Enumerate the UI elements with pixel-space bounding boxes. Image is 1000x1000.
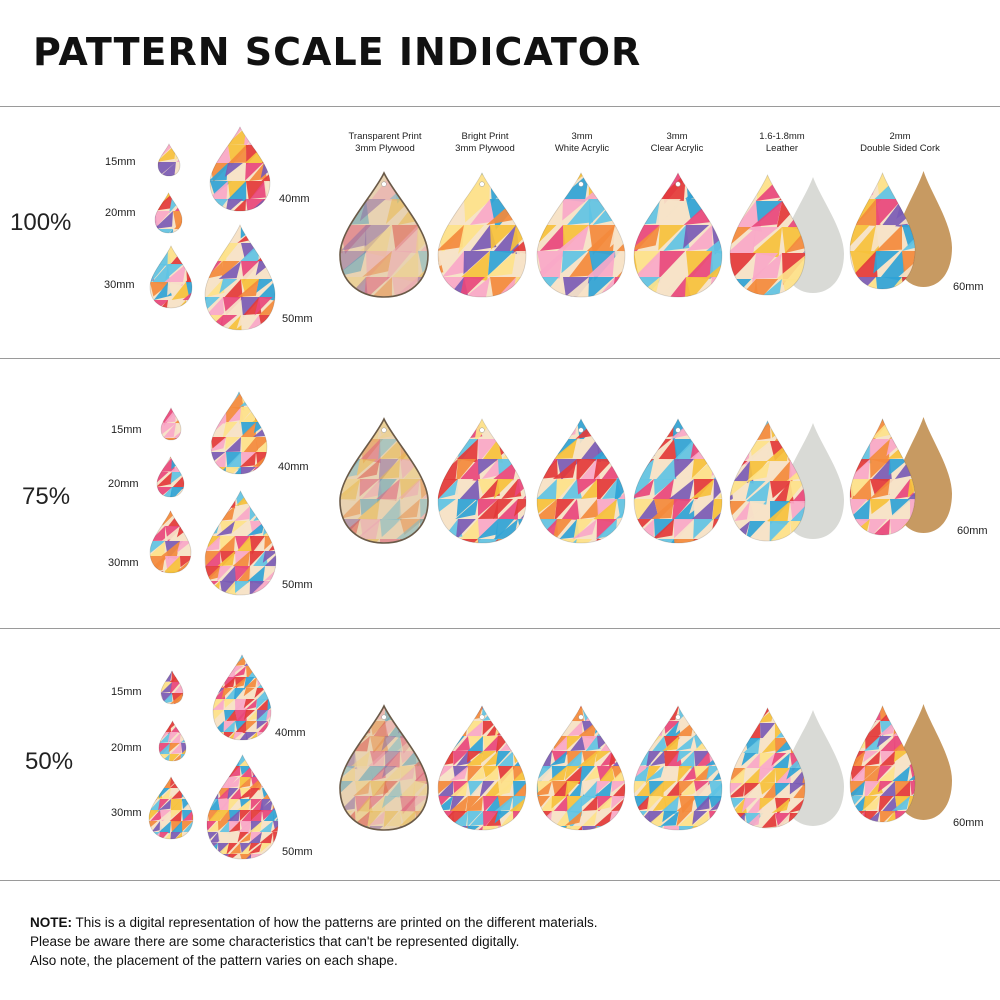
plywood-bright-drop bbox=[437, 418, 527, 544]
size-label: 40mm bbox=[275, 727, 306, 739]
plywood-transparent-drop bbox=[339, 417, 429, 544]
material-header: Bright Print 3mm Plywood bbox=[455, 131, 515, 154]
clear-acrylic-drop bbox=[633, 172, 723, 298]
size-label: 40mm bbox=[279, 193, 310, 205]
white-acrylic-drop bbox=[536, 172, 626, 298]
size-sample-drop bbox=[204, 224, 276, 331]
material-size-label: 60mm bbox=[953, 817, 984, 829]
note-line-2: Please be aware there are some character… bbox=[30, 934, 520, 949]
size-label: 30mm bbox=[108, 557, 139, 569]
size-label: 20mm bbox=[108, 478, 139, 490]
size-label: 15mm bbox=[111, 686, 142, 698]
plywood-bright-drop bbox=[437, 705, 527, 831]
divider-2 bbox=[0, 628, 1000, 629]
size-sample-drop bbox=[149, 510, 192, 574]
white-acrylic-drop bbox=[536, 705, 626, 831]
clear-acrylic-drop bbox=[633, 705, 723, 831]
size-sample-drop bbox=[157, 143, 181, 177]
size-label: 50mm bbox=[282, 846, 313, 858]
leather-front-drop bbox=[729, 173, 806, 296]
cork-front-drop bbox=[849, 417, 916, 536]
material-size-label: 60mm bbox=[957, 525, 988, 537]
size-sample-drop bbox=[160, 406, 182, 441]
size-sample-drop bbox=[158, 720, 187, 762]
divider-1 bbox=[0, 358, 1000, 359]
size-label: 15mm bbox=[105, 156, 136, 168]
size-sample-drop bbox=[156, 456, 185, 498]
plywood-transparent-drop bbox=[339, 171, 429, 298]
material-header: 3mm White Acrylic bbox=[554, 131, 610, 154]
size-sample-drop bbox=[206, 754, 279, 860]
size-label: 50mm bbox=[282, 313, 313, 325]
divider-top bbox=[0, 106, 1000, 107]
material-header: Transparent Print 3mm Plywood bbox=[348, 131, 422, 154]
size-sample-drop bbox=[204, 490, 277, 596]
scale-label: 100% bbox=[10, 209, 72, 236]
material-header: 3mm Clear Acrylic bbox=[650, 131, 704, 154]
material-size-label: 60mm bbox=[953, 281, 984, 293]
cork-front-drop bbox=[849, 704, 916, 823]
size-label: 40mm bbox=[278, 461, 309, 473]
size-sample-drop bbox=[160, 670, 184, 705]
size-sample-drop bbox=[149, 245, 193, 309]
leather-front-drop bbox=[729, 706, 806, 829]
cork-front-drop bbox=[849, 171, 916, 290]
material-header: 1.6-1.8mm Leather bbox=[759, 131, 805, 154]
plywood-transparent-drop bbox=[339, 704, 429, 831]
scale-label: 50% bbox=[25, 748, 74, 775]
plywood-bright-drop bbox=[437, 172, 527, 298]
size-label: 30mm bbox=[111, 807, 142, 819]
page-title: PATTERN SCALE INDICATOR bbox=[33, 30, 642, 74]
divider-bottom bbox=[0, 880, 1000, 881]
size-sample-drop bbox=[148, 776, 194, 840]
note: NOTE: This is a digital representation o… bbox=[30, 913, 598, 970]
scale-label: 75% bbox=[22, 483, 71, 510]
leather-front-drop bbox=[729, 419, 806, 542]
size-label: 50mm bbox=[282, 579, 313, 591]
material-header: 2mm Double Sided Cork bbox=[860, 131, 940, 154]
clear-acrylic-drop bbox=[633, 418, 723, 544]
white-acrylic-drop bbox=[536, 418, 626, 544]
size-label: 30mm bbox=[104, 279, 135, 291]
size-label: 20mm bbox=[105, 207, 136, 219]
size-label: 20mm bbox=[111, 742, 142, 754]
size-label: 15mm bbox=[111, 424, 142, 436]
size-sample-drop bbox=[209, 126, 271, 212]
note-line-3: Also note, the placement of the pattern … bbox=[30, 953, 398, 968]
size-sample-drop bbox=[154, 192, 183, 234]
size-sample-drop bbox=[212, 654, 272, 741]
size-sample-drop bbox=[210, 391, 268, 475]
note-line-1: NOTE: This is a digital representation o… bbox=[30, 915, 598, 930]
